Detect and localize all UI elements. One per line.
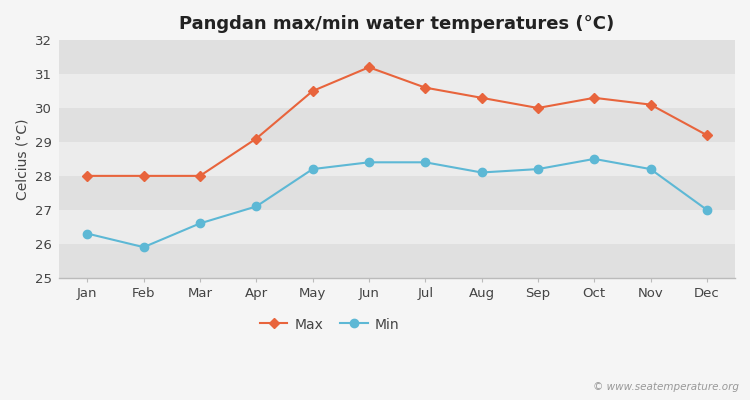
Bar (59, 142, 735, 176)
Max (364, 65, 374, 70)
Min (82, 231, 92, 236)
Max (702, 133, 711, 138)
Max (590, 96, 598, 100)
Min (196, 221, 205, 226)
Y-axis label: Celcius (°C): Celcius (°C) (15, 118, 29, 200)
Max (140, 174, 148, 178)
Line: Max: Max (83, 64, 711, 180)
Min (646, 167, 655, 172)
Min (364, 160, 374, 165)
Min (533, 167, 542, 172)
Bar (59, 176, 735, 210)
Bar (59, 74, 735, 108)
Bar (59, 40, 735, 74)
Line: Min: Min (83, 155, 711, 251)
Min (590, 156, 598, 161)
Max (252, 136, 261, 141)
Text: © www.seatemperature.org: © www.seatemperature.org (592, 382, 739, 392)
Min (252, 204, 261, 209)
Max (533, 106, 542, 110)
Bar (59, 210, 735, 244)
Max (477, 96, 486, 100)
Max (308, 89, 317, 94)
Max (421, 85, 430, 90)
Bar (59, 244, 735, 278)
Bar (59, 108, 735, 142)
Min (308, 167, 317, 172)
Max (196, 174, 205, 178)
Min (140, 245, 148, 250)
Min (477, 170, 486, 175)
Max (646, 102, 655, 107)
Legend: Max, Min: Max, Min (254, 312, 405, 337)
Max (82, 174, 92, 178)
Title: Pangdan max/min water temperatures (°C): Pangdan max/min water temperatures (°C) (179, 15, 615, 33)
Min (421, 160, 430, 165)
Min (702, 208, 711, 212)
